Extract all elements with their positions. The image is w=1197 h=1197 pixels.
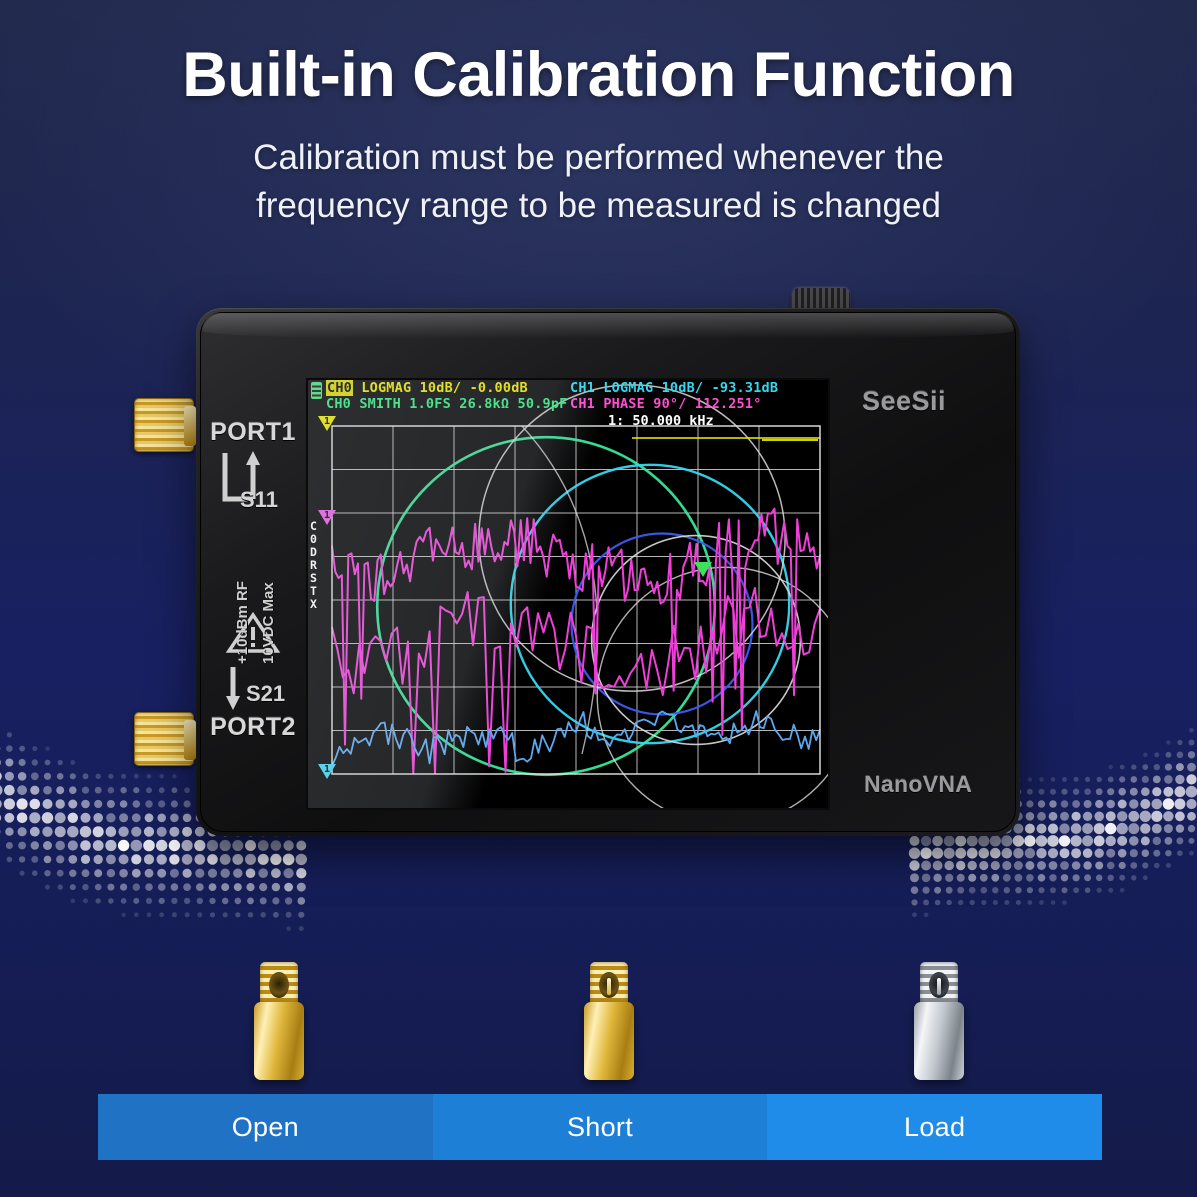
rating-line-1: +10dBm RF xyxy=(234,581,251,664)
marker-cyan-icon[interactable] xyxy=(318,764,336,779)
marker-magenta-icon[interactable] xyxy=(318,510,336,525)
sma-connector-port1 xyxy=(134,398,196,452)
ch0-active-tag: CH0 xyxy=(326,380,353,396)
subtitle-line-2: frequency range to be measured is change… xyxy=(256,186,941,226)
marker-frequency-readout: 1: 50.000 kHz xyxy=(608,413,714,429)
screen-trace-header: CH0 LOGMAG 10dB/ -0.00dB CH1 LOGMAG 10dB… xyxy=(308,380,828,412)
marker-yellow-icon[interactable] xyxy=(318,416,336,431)
brand-logo-seesii: SeeSii xyxy=(862,386,947,416)
ch0-trace2-text: SMITH 1.0FS 26.8kΩ 50.9pF xyxy=(359,396,568,412)
brand-logo-nanovna: NanoVNA xyxy=(864,771,973,797)
open-hex-body xyxy=(254,1002,304,1080)
ch0-trace1-text: LOGMAG 10dB/ -0.00dB xyxy=(361,380,528,396)
ch1-trace1-label: CH1 xyxy=(570,380,595,396)
short-center-pin xyxy=(607,978,611,995)
rating-line-2: 10VDC Max xyxy=(260,582,277,664)
calibration-standard-short xyxy=(578,962,640,1080)
s11-arrow-icon xyxy=(222,451,260,502)
label-load: Load xyxy=(767,1094,1103,1160)
ch1-trace1-text: LOGMAG 10dB/ -93.31dB xyxy=(603,380,779,396)
ch1-trace2-label: CH1 xyxy=(570,396,595,412)
s21-arrow-icon xyxy=(226,667,240,710)
marker-green-icon[interactable] xyxy=(694,562,712,577)
short-hex-body xyxy=(584,1002,634,1080)
label-short: Short xyxy=(432,1094,768,1160)
s11-label: S11 xyxy=(240,487,278,512)
headline-block: Built-in Calibration Function Calibratio… xyxy=(0,42,1197,231)
s21-label: S21 xyxy=(246,681,286,706)
open-bore xyxy=(269,972,289,998)
left-panel-silkscreen: PORT1 S11 +10dBm RF 10VDC Max S21 PORT2 xyxy=(206,418,300,788)
sma-connector-port2 xyxy=(134,712,196,766)
sweep-start-label: START 50.000 kHz xyxy=(324,806,454,808)
label-open: Open xyxy=(98,1094,433,1160)
page-title: Built-in Calibration Function xyxy=(182,40,1015,110)
calibration-standard-load xyxy=(908,962,970,1080)
ch1-trace2-text: PHASE 90°/ 112.251° xyxy=(603,396,762,412)
warning-triangle-icon xyxy=(225,611,281,653)
load-center-pin xyxy=(937,978,941,995)
load-hex-body xyxy=(914,1002,964,1080)
sweep-stop-label: STOP 900.000 000 MHz xyxy=(651,806,814,808)
port2-label: PORT2 xyxy=(210,713,296,741)
subtitle-line-1: Calibration must be performed whenever t… xyxy=(253,138,944,178)
calibration-label-bar: Open Short Load xyxy=(98,1094,1103,1160)
vna-plot-area[interactable] xyxy=(308,380,830,810)
page-subtitle: Calibration must be performed whenever t… xyxy=(0,134,1197,231)
calibration-standard-open xyxy=(248,962,310,1080)
battery-icon xyxy=(311,382,322,399)
power-rating-block: +10dBm RF 10VDC Max xyxy=(212,568,294,664)
port1-label: PORT1 xyxy=(210,418,296,446)
ch0-trace2-label: CH0 xyxy=(326,396,351,412)
